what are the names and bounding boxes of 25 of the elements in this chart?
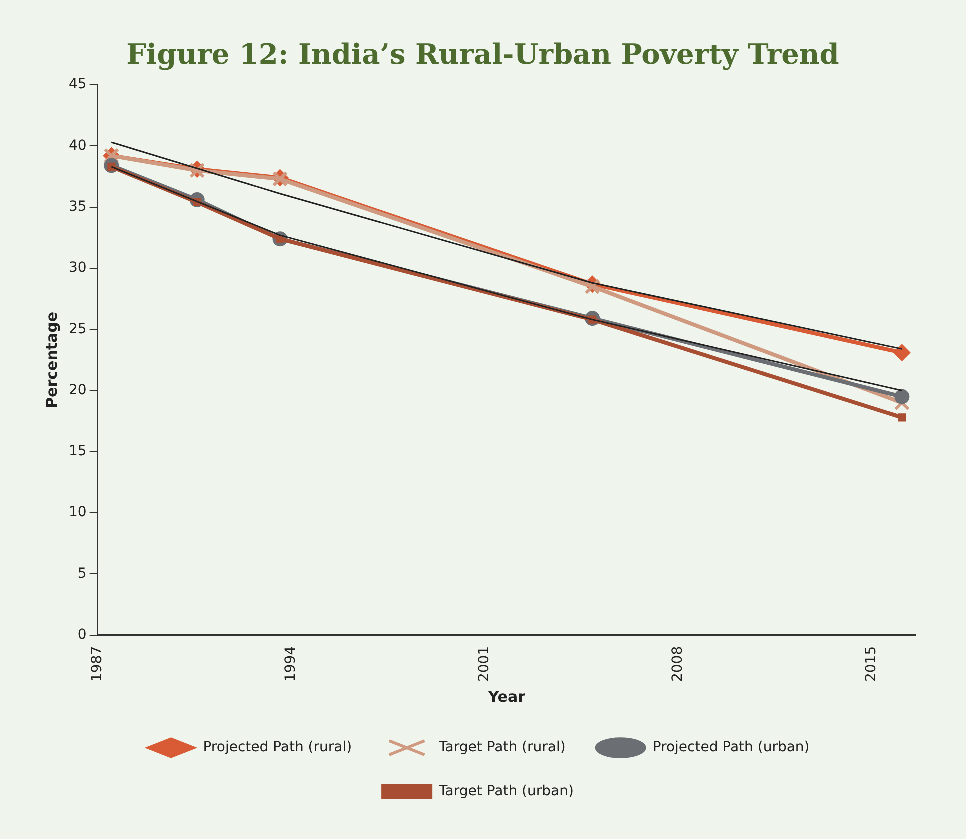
x-tick-label: 1987	[89, 646, 106, 682]
y-tick-label: 10	[68, 504, 87, 521]
y-tick-label: 0	[78, 627, 87, 644]
y-tick-label: 15	[68, 444, 87, 460]
legend-label: Projected Path (urban)	[652, 740, 810, 756]
point	[894, 344, 911, 362]
point	[894, 389, 910, 404]
y-tick-label: 40	[68, 138, 87, 154]
point	[898, 414, 906, 422]
x-tick-label: 2008	[670, 646, 686, 682]
y-tick-label: 25	[68, 321, 87, 338]
y-tick-label: 5	[78, 566, 87, 582]
chart-title: Figure 12: India’s Rural-Urban Poverty Trend	[126, 38, 840, 71]
y-tick-label: 20	[68, 382, 87, 398]
y-tick-label: 30	[68, 260, 87, 276]
x-tick-label: 1994	[282, 646, 299, 682]
x-tick-label: 2001	[476, 646, 492, 682]
legend-label: Target Path (urban)	[438, 784, 574, 800]
x-tick-label: 2015	[863, 646, 880, 682]
y-axis-title: Percentage	[42, 312, 61, 408]
y-tick-label: 45	[68, 76, 87, 93]
y-tick-label: 35	[68, 198, 87, 215]
x-axis-title: Year	[487, 688, 526, 706]
legend-label: Target Path (rural)	[438, 740, 566, 756]
legend-label: Projected Path (rural)	[203, 740, 352, 756]
